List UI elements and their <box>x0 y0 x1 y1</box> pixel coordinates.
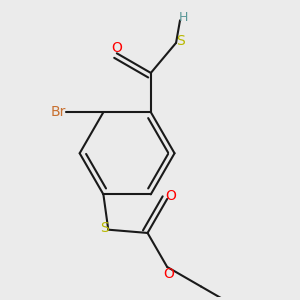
Text: O: O <box>111 41 122 56</box>
Text: H: H <box>178 11 188 24</box>
Text: O: O <box>164 267 174 281</box>
Text: S: S <box>100 221 109 235</box>
Text: S: S <box>177 34 185 48</box>
Text: O: O <box>166 189 176 203</box>
Text: Br: Br <box>50 105 66 119</box>
